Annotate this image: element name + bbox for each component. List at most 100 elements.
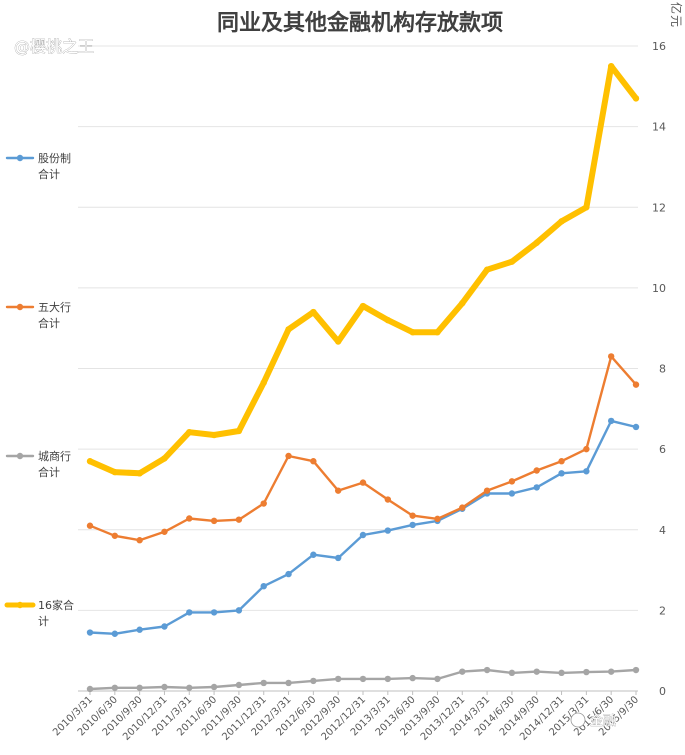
- legend-marker: [16, 303, 24, 311]
- data-point: [136, 470, 143, 477]
- data-point: [607, 417, 615, 425]
- data-point: [508, 669, 516, 677]
- data-point: [136, 537, 143, 544]
- data-point: [136, 626, 143, 633]
- series-line: [87, 63, 639, 477]
- data-point: [359, 675, 367, 683]
- data-point: [235, 681, 243, 689]
- data-point: [533, 239, 540, 246]
- data-point: [260, 679, 267, 687]
- legend-marker: [16, 601, 24, 609]
- y-tick-label: 4: [659, 524, 666, 537]
- data-point: [359, 302, 367, 310]
- data-point: [607, 668, 615, 675]
- data-point: [86, 522, 94, 529]
- data-point: [384, 527, 392, 534]
- data-point: [111, 532, 119, 539]
- data-point: [111, 468, 119, 476]
- data-point: [384, 496, 392, 503]
- data-point: [409, 521, 416, 529]
- data-point: [86, 629, 94, 636]
- legend-label: 五大行: [38, 300, 71, 314]
- gridlines: [78, 45, 638, 692]
- data-point: [111, 630, 119, 637]
- wechat-icon: [570, 712, 586, 728]
- data-point: [508, 490, 516, 497]
- data-point: [384, 675, 392, 683]
- legend-label: 计: [38, 615, 49, 628]
- data-point: [334, 675, 342, 683]
- data-point: [186, 684, 193, 691]
- data-point: [434, 329, 441, 336]
- data-point: [632, 666, 640, 674]
- data-point: [384, 316, 392, 324]
- legend-label: 合计: [38, 167, 60, 181]
- data-point: [186, 609, 193, 616]
- data-point: [285, 570, 292, 578]
- data-point: [334, 554, 342, 562]
- data-point: [632, 95, 640, 102]
- data-point: [285, 452, 292, 460]
- data-point: [86, 458, 94, 465]
- series-0: [86, 417, 640, 637]
- y-tick-label: 6: [659, 443, 666, 456]
- legend-label: 16家合: [38, 598, 74, 612]
- data-point: [632, 381, 640, 388]
- data-point: [111, 684, 119, 691]
- data-point: [210, 431, 218, 439]
- data-point: [434, 675, 441, 683]
- data-point: [607, 62, 615, 70]
- data-point: [558, 218, 565, 225]
- data-point: [359, 531, 367, 539]
- data-point: [409, 329, 416, 336]
- watermark-bottom-right: 金融: [570, 712, 616, 729]
- data-point: [583, 468, 590, 475]
- x-axis: 2010/3/312010/6/302010/9/302010/12/31201…: [51, 691, 641, 743]
- data-point: [483, 487, 491, 494]
- data-point: [285, 679, 292, 687]
- data-point: [558, 458, 565, 465]
- y-tick-label: 16: [652, 40, 666, 53]
- data-point: [558, 669, 565, 677]
- data-point: [310, 551, 317, 558]
- data-point: [161, 683, 168, 691]
- y-axis-unit: 亿元: [669, 2, 684, 27]
- data-point: [86, 685, 94, 693]
- data-point: [210, 517, 218, 525]
- data-point: [558, 470, 565, 477]
- data-point: [235, 607, 243, 614]
- y-tick-label: 8: [659, 363, 666, 376]
- series-3: [86, 62, 640, 477]
- data-point: [186, 428, 193, 436]
- y-tick-label: 0: [659, 685, 666, 698]
- y-axis-unit-label: 元: [669, 15, 683, 27]
- data-point: [186, 515, 193, 522]
- y-tick-label: 2: [659, 604, 666, 617]
- data-point: [136, 684, 143, 691]
- y-tick-label: 14: [652, 121, 666, 134]
- data-point: [409, 674, 416, 682]
- data-point: [533, 668, 540, 675]
- data-point: [533, 484, 540, 491]
- legend-label: 城商行: [38, 449, 71, 463]
- data-point: [483, 666, 491, 674]
- data-point: [334, 487, 342, 494]
- data-point: [210, 609, 218, 616]
- data-point: [583, 668, 590, 676]
- data-point: [161, 623, 168, 630]
- watermark-top-left: @樱桃之王: [14, 37, 94, 56]
- data-point: [260, 500, 267, 507]
- data-point: [310, 677, 317, 685]
- data-point: [161, 528, 168, 535]
- data-point: [434, 515, 441, 523]
- data-point: [334, 338, 342, 345]
- data-point: [459, 299, 466, 307]
- y-axis-ticks: 0 2 4 6 8 10 12 14 16: [652, 40, 666, 698]
- data-point: [583, 445, 590, 453]
- data-point: [508, 258, 516, 265]
- data-point: [235, 516, 243, 523]
- data-point: [260, 379, 267, 386]
- series-2: [86, 666, 640, 693]
- legend-label: 合计: [38, 465, 60, 479]
